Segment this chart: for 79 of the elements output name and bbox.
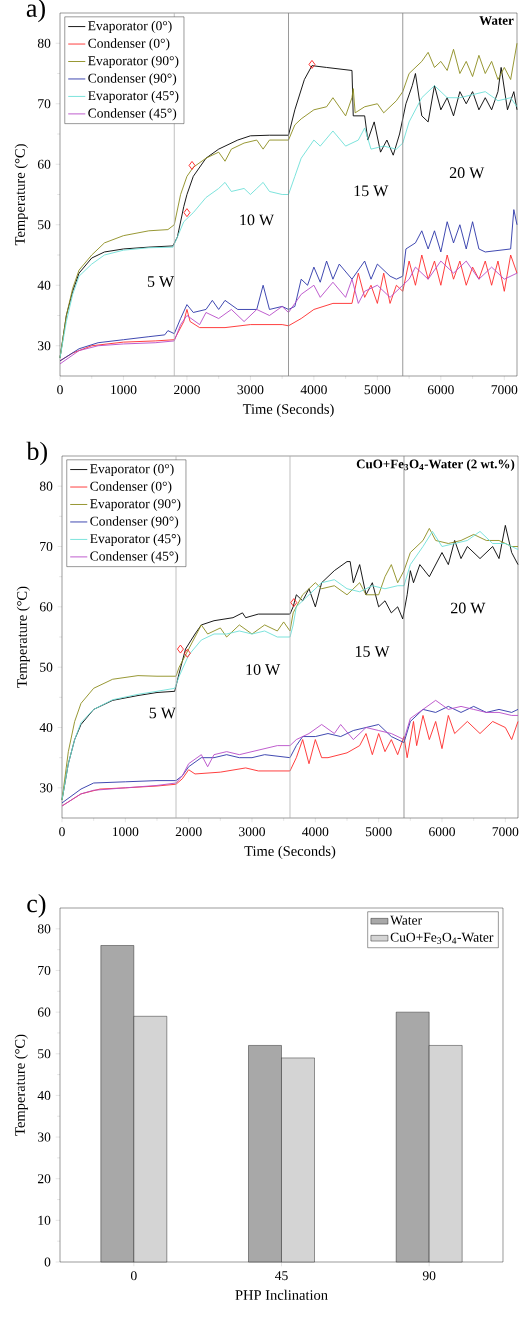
y-tick-label: 10	[38, 1215, 51, 1225]
x-tick-label: 0	[130, 1271, 137, 1281]
legend-label: Condenser (0°)	[90, 481, 172, 494]
legend-label: Evaporator (45°)	[90, 533, 181, 546]
x-tick-label: 7000	[491, 385, 518, 395]
text: b)	[26, 441, 47, 466]
chart-title: Water	[479, 16, 514, 25]
y-tick-label: 80	[37, 38, 51, 48]
y-tick-label: 40	[39, 722, 53, 733]
legend-label: Evaporator (0°)	[88, 20, 172, 34]
x-tick-label: 1000	[111, 385, 137, 395]
x-tick-label: 3000	[237, 385, 264, 395]
legend-label: Condenser (90°)	[90, 516, 179, 529]
text: c)	[27, 894, 46, 918]
legend-label: Evaporator (90°)	[88, 55, 179, 69]
y-tick-label: 50	[38, 220, 51, 230]
x-tick-label: 2000	[174, 385, 200, 395]
x-axis-title: Time (Seconds)	[242, 403, 334, 417]
annotation: 15 W	[354, 185, 389, 197]
y-tick-label: 70	[40, 541, 53, 552]
y-tick-label: 60	[37, 1007, 51, 1017]
annotation: 5 W	[149, 707, 176, 719]
legend-label: Condenser (90°)	[88, 73, 177, 86]
legend-label: Water	[390, 915, 422, 925]
annotation: 20 W	[450, 602, 486, 614]
annotation: 15 W	[355, 646, 390, 657]
x-tick-label: 45	[275, 1271, 288, 1281]
legend-label: Condenser (45°)	[90, 551, 179, 564]
legend-label: CuO+Fe$_{3}$O$_{4}$-Water	[390, 932, 494, 944]
y-tick-label: 70	[38, 965, 51, 976]
x-tick-label: 5000	[365, 827, 392, 837]
x-tick-label: 1000	[113, 827, 139, 837]
point	[290, 598, 298, 608]
y-tick-label: 0	[44, 1257, 51, 1267]
point	[308, 59, 316, 69]
line-series	[59, 209, 518, 362]
y-tick-label: 30	[38, 1132, 51, 1142]
x-axis-title: PHP Inclination	[235, 1289, 328, 1300]
point	[183, 208, 191, 218]
x-tick-label: 2000	[175, 827, 202, 837]
point	[188, 161, 196, 170]
legend-label: Condenser (0°)	[88, 38, 170, 51]
x-tick-label: 90	[422, 1271, 436, 1281]
y-axis-title: Temperature (°C)	[16, 586, 30, 688]
point	[176, 644, 184, 654]
x-axis-title: Time (Seconds)	[244, 845, 336, 859]
legend-label: Condenser (45°)	[88, 108, 177, 121]
x-tick-label: 3000	[239, 827, 265, 837]
y-tick-label: 80	[37, 924, 51, 934]
annotation: 5 W	[147, 276, 175, 287]
y-axis-title: Temperature (°C)	[14, 1034, 28, 1136]
y-tick-label: 70	[38, 99, 51, 109]
legend-label: Evaporator (90°)	[90, 498, 181, 511]
x-tick-label: 4000	[300, 385, 327, 395]
annotation: 20 W	[449, 167, 485, 179]
annotation: 10 W	[246, 664, 281, 676]
y-axis-title: Temperature (°C)	[14, 144, 28, 246]
point	[183, 648, 191, 658]
y-tick-label: 40	[37, 280, 51, 290]
x-tick-label: 6000	[429, 827, 455, 837]
chart-title: CuO+Fe$_{3}$O$_{4}$-Water (2 wt.%)	[356, 459, 515, 471]
annotation: 10 W	[240, 214, 275, 226]
x-tick-label: 0	[57, 385, 63, 395]
legend-label: Evaporator (45°)	[88, 90, 179, 103]
y-tick-label: 30	[40, 783, 53, 793]
x-tick-label: 7000	[492, 827, 519, 837]
x-tick-label: 5000	[364, 385, 391, 395]
y-tick-label: 60	[39, 602, 53, 612]
x-tick-label: 0	[59, 827, 65, 837]
y-tick-label: 80	[39, 481, 53, 491]
y-tick-label: 40	[37, 1090, 51, 1100]
x-tick-label: 6000	[427, 385, 454, 395]
y-tick-label: 60	[37, 159, 51, 169]
y-tick-label: 50	[38, 1049, 51, 1059]
legend-label: Evaporator (0°)	[90, 463, 174, 477]
y-tick-label: 30	[38, 341, 51, 351]
y-tick-label: 20	[37, 1174, 51, 1184]
y-tick-label: 50	[40, 662, 53, 672]
x-tick-label: 4000	[302, 827, 329, 837]
